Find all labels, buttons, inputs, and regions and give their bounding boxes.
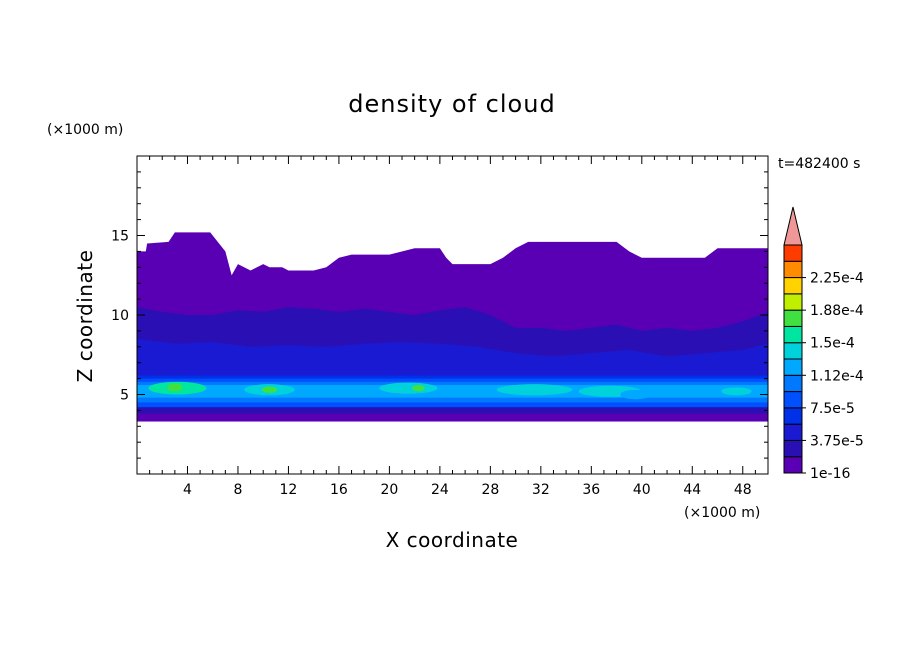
colorbar-swatch [783, 439, 803, 458]
contour-hotspot-5 [379, 382, 438, 394]
colorbar-swatch [783, 277, 803, 295]
x-tick-label: 4 [183, 482, 192, 498]
contour-band-2 [137, 338, 768, 387]
colorbar-swatch [783, 391, 803, 409]
colorbar-label: 1e-16 [810, 466, 850, 482]
x-tick-label: 8 [233, 482, 242, 498]
x-tick-label: 36 [582, 482, 600, 498]
colorbar: 2.25e-4 1.88e-4 1.5e-4 1.12e-4 7.5e-5 3.75e-5… [783, 206, 864, 482]
contour-layer-5 [137, 413, 768, 422]
y-axis-title: Z coordinate [73, 250, 97, 383]
y-unit-label: (×1000 m) [47, 122, 123, 138]
contour-hotspot-3 [261, 386, 278, 393]
contour-hotspot-10 [721, 387, 752, 396]
x-axis: 4 8 12 16 20 24 28 32 36 40 44 48 [149, 156, 756, 498]
contour-layer-3 [137, 384, 768, 398]
colorbar-swatch [783, 423, 803, 441]
y-tick-label: 10 [111, 308, 129, 324]
colorbar-swatch [783, 358, 803, 376]
colorbar-swatch [783, 407, 803, 425]
x-tick-label: 32 [532, 482, 550, 498]
x-tick-label: 40 [633, 482, 651, 498]
chart-title: density of cloud [348, 90, 555, 118]
colorbar-overflow-arrow [783, 206, 803, 246]
colorbar-swatch [783, 325, 803, 344]
x-tick-label: 20 [380, 482, 398, 498]
colorbar-swatch [783, 244, 803, 262]
contour-hotspot-9 [620, 389, 651, 400]
contour-hotspot-7 [496, 384, 573, 396]
colorbar-label: 2.25e-4 [810, 271, 864, 287]
x-tick-label: 44 [683, 482, 701, 498]
contour-hotspot-6 [412, 384, 425, 392]
contour-layer-4 [137, 407, 768, 419]
contour-hotspot-1 [167, 383, 183, 392]
x-tick-label: 12 [280, 482, 298, 498]
y-tick-label: 5 [120, 388, 129, 404]
plot-area [137, 232, 768, 422]
y-tick-label: 15 [111, 229, 129, 245]
x-axis-title: X coordinate [386, 528, 519, 552]
x-tick-label: 28 [481, 482, 499, 498]
colorbar-swatch [783, 260, 803, 279]
time-label: t=482400 s [778, 156, 860, 172]
colorbar-label: 1.88e-4 [810, 303, 864, 319]
x-tick-label: 24 [431, 482, 449, 498]
colorbar-label: 3.75e-5 [810, 433, 864, 449]
colorbar-swatch [783, 342, 803, 360]
colorbar-label: 1.12e-4 [810, 368, 864, 384]
colorbar-label: 7.5e-5 [810, 401, 855, 417]
colorbar-swatch [783, 456, 803, 474]
x-unit-label: (×1000 m) [684, 505, 760, 521]
x-tick-label: 16 [330, 482, 348, 498]
colorbar-swatch [783, 293, 803, 311]
colorbar-swatch [783, 374, 803, 393]
colorbar-label: 1.5e-4 [810, 336, 855, 352]
colorbar-swatch [783, 309, 803, 327]
contour-hotspot-4 [303, 386, 350, 397]
y-axis: 5 10 15 [111, 171, 768, 459]
x-tick-label: 48 [734, 482, 752, 498]
